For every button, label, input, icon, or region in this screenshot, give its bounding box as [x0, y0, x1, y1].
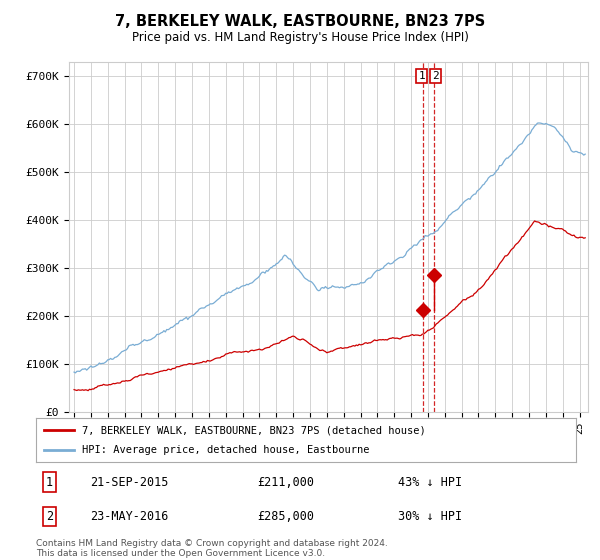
Text: 2: 2 [46, 510, 53, 523]
Text: Price paid vs. HM Land Registry's House Price Index (HPI): Price paid vs. HM Land Registry's House … [131, 31, 469, 44]
Text: 1: 1 [418, 71, 425, 81]
Text: 7, BERKELEY WALK, EASTBOURNE, BN23 7PS (detached house): 7, BERKELEY WALK, EASTBOURNE, BN23 7PS (… [82, 425, 425, 435]
Text: Contains HM Land Registry data © Crown copyright and database right 2024.
This d: Contains HM Land Registry data © Crown c… [36, 539, 388, 558]
Text: £211,000: £211,000 [257, 476, 314, 489]
Text: 21-SEP-2015: 21-SEP-2015 [90, 476, 169, 489]
Text: 23-MAY-2016: 23-MAY-2016 [90, 510, 169, 523]
Text: 30% ↓ HPI: 30% ↓ HPI [398, 510, 462, 523]
Text: 43% ↓ HPI: 43% ↓ HPI [398, 476, 462, 489]
Text: HPI: Average price, detached house, Eastbourne: HPI: Average price, detached house, East… [82, 445, 370, 455]
Text: 7, BERKELEY WALK, EASTBOURNE, BN23 7PS: 7, BERKELEY WALK, EASTBOURNE, BN23 7PS [115, 14, 485, 29]
Text: £285,000: £285,000 [257, 510, 314, 523]
Text: 2: 2 [432, 71, 439, 81]
Text: 1: 1 [46, 476, 53, 489]
